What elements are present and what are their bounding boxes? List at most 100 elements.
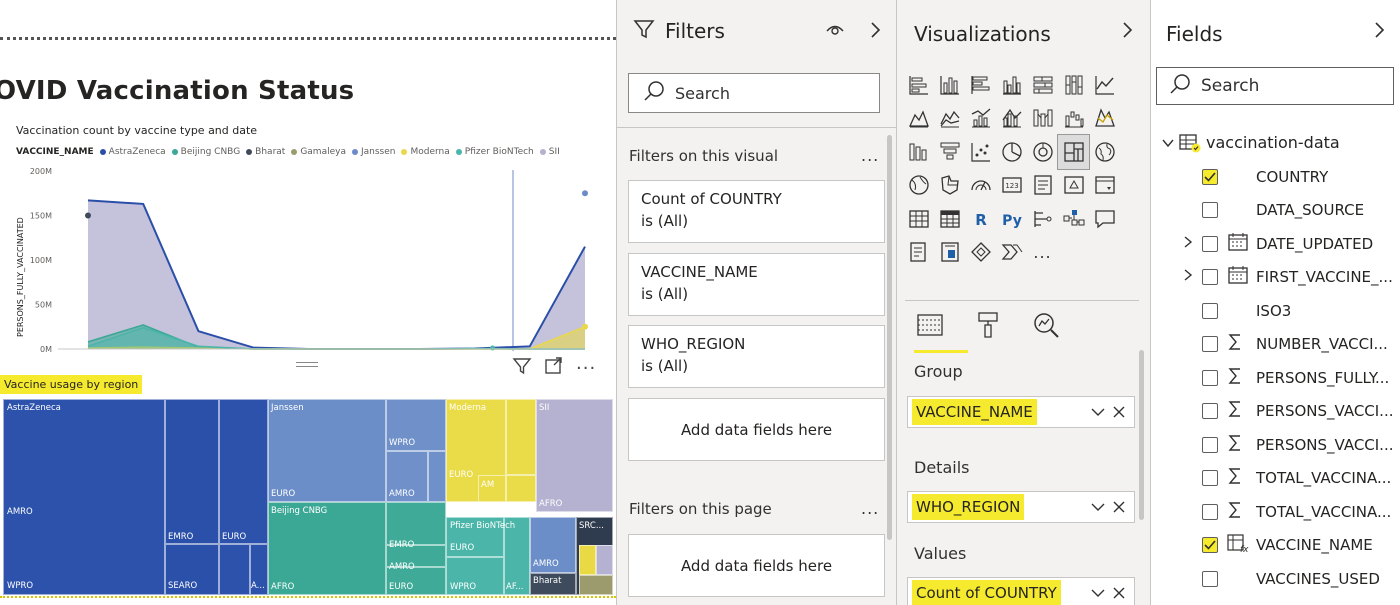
funnel-chart-icon-alt[interactable] (1089, 102, 1120, 136)
field-row[interactable]: PERSONS_VACCI... (1151, 428, 1400, 461)
treemap-tile[interactable] (386, 451, 428, 502)
legend-item[interactable]: SII (539, 147, 560, 157)
filter-card-who-region[interactable]: WHO_REGION is (All) (628, 325, 885, 388)
tab-fields[interactable] (915, 310, 945, 350)
field-checkbox[interactable] (1202, 470, 1218, 486)
report-canvas[interactable]: OVID Vaccination Status Vaccination coun… (0, 0, 616, 605)
treemap-tile[interactable] (219, 544, 250, 595)
field-checkbox[interactable] (1202, 403, 1218, 419)
more-options-button[interactable]: ... (861, 146, 880, 165)
more-options-button[interactable]: ... (861, 499, 880, 518)
treemap-tile[interactable] (579, 575, 613, 595)
add-data-fields-visual[interactable]: Add data fields here (628, 398, 885, 461)
stacked-area-chart-icon[interactable] (934, 102, 965, 136)
chevron-right-icon[interactable] (1373, 20, 1387, 44)
eye-icon[interactable] (825, 22, 845, 42)
clustered-bar-chart-icon[interactable] (965, 68, 996, 102)
pie-chart-icon[interactable] (996, 135, 1027, 169)
r-visual-icon[interactable]: R (965, 202, 996, 236)
treemap-tile[interactable] (386, 502, 446, 545)
legend-item[interactable]: Janssen (351, 147, 395, 157)
map-icon[interactable] (1089, 135, 1120, 169)
field-checkbox[interactable] (1202, 202, 1218, 218)
legend-item[interactable]: Pfizer BioNTech (455, 147, 534, 157)
treemap-tile[interactable] (530, 517, 576, 573)
slicer-icon[interactable] (1089, 169, 1120, 203)
field-checkbox[interactable] (1202, 369, 1218, 386)
stacked-bar-chart-icon[interactable] (903, 68, 934, 102)
field-row[interactable]: NUMBER_VACCI... (1151, 328, 1400, 361)
treemap-tile[interactable] (165, 399, 219, 544)
power-automate-icon[interactable] (996, 236, 1027, 270)
fields-search-input[interactable]: Search (1156, 67, 1394, 105)
legend-item[interactable]: AstraZeneca (99, 147, 166, 157)
field-row[interactable]: ISO3 (1151, 294, 1400, 327)
treemap-tile[interactable] (165, 544, 219, 595)
treemap-tile[interactable] (446, 557, 504, 595)
treemap-tile[interactable] (386, 399, 446, 451)
field-checkbox[interactable] (1202, 436, 1218, 453)
well-values[interactable]: Count of COUNTRY (907, 577, 1135, 605)
filter-card-vaccine-name[interactable]: VACCINE_NAME is (All) (628, 253, 885, 316)
treemap-tile[interactable] (478, 475, 506, 502)
chevron-right-icon[interactable] (869, 20, 883, 44)
filters-search-input[interactable]: Search (628, 73, 880, 113)
treemap-tile[interactable] (596, 545, 613, 575)
line-chart-icon[interactable] (1089, 68, 1120, 102)
legend-item[interactable]: Bharat (246, 147, 285, 157)
ribbon-chart-icon[interactable] (1027, 102, 1058, 136)
scrollbar[interactable] (887, 135, 892, 540)
scatter-chart-icon[interactable] (965, 135, 996, 169)
treemap-tile[interactable] (504, 517, 530, 595)
field-row[interactable]: fx VACCINE_NAME (1151, 529, 1400, 562)
add-data-fields-page[interactable]: Add data fields here (628, 534, 885, 597)
treemap-tile[interactable] (506, 475, 536, 502)
filled-map-icon[interactable] (934, 169, 965, 203)
more-visuals-button[interactable]: ... (1033, 242, 1052, 262)
field-row[interactable]: PERSONS_VACCI... (1151, 395, 1400, 428)
treemap-tile[interactable] (446, 517, 504, 557)
treemap-tile[interactable] (428, 451, 446, 502)
smart-narrative-icon[interactable] (903, 236, 934, 270)
field-checkbox[interactable] (1202, 235, 1218, 252)
field-row[interactable]: TOTAL_VACCINA... (1151, 495, 1400, 528)
funnel-icon[interactable] (934, 135, 965, 169)
treemap-tile[interactable] (386, 545, 446, 567)
close-icon[interactable] (1112, 585, 1126, 605)
globe-icon[interactable] (903, 169, 934, 203)
filter-icon[interactable] (512, 356, 532, 380)
treemap-tile-janssen[interactable] (268, 399, 386, 502)
treemap-tile[interactable] (386, 567, 446, 595)
card-icon[interactable]: 123 (996, 169, 1027, 203)
waterfall-chart-icon[interactable] (1058, 102, 1089, 136)
area-chart-icon[interactable] (903, 102, 934, 136)
field-checkbox[interactable] (1202, 570, 1218, 587)
area-chart[interactable]: 200M 150M 100M 50M 0M PERSONS_FULLY_VACCINATE… (0, 160, 600, 356)
line-and-stacked-column-chart-icon[interactable] (965, 102, 996, 136)
field-row[interactable]: VACCINES_USED (1151, 562, 1400, 595)
decomposition-tree-icon[interactable] (1058, 202, 1089, 236)
focus-mode-icon[interactable] (544, 356, 564, 380)
resize-handle[interactable] (296, 362, 318, 370)
chevron-right-icon[interactable] (1121, 20, 1135, 44)
field-checkbox[interactable] (1202, 537, 1218, 553)
close-icon[interactable] (1112, 499, 1126, 519)
field-checkbox[interactable] (1202, 503, 1218, 520)
treemap-tile-sii[interactable] (536, 399, 613, 512)
table-node-vaccination-data[interactable]: vaccination-data (1151, 129, 1400, 159)
chevron-down-icon[interactable] (1090, 585, 1106, 605)
field-row[interactable]: DATA_SOURCE (1151, 194, 1400, 227)
treemap[interactable]: AstraZeneca AMRO WPRO EMRO SEARO EURO A.… (3, 399, 613, 595)
legend-item[interactable]: Gamaleya (291, 147, 346, 157)
field-row[interactable]: FIRST_VACCINE_... (1151, 261, 1400, 294)
well-group[interactable]: VACCINE_NAME (907, 396, 1135, 428)
close-icon[interactable] (1112, 404, 1126, 424)
matrix-icon[interactable] (934, 202, 965, 236)
paginated-report-icon[interactable] (934, 236, 965, 270)
chevron-right-icon[interactable] (1183, 268, 1193, 286)
line-and-clustered-column-chart-icon[interactable] (996, 102, 1027, 136)
key-influencers-icon[interactable] (1027, 202, 1058, 236)
donut-chart-icon[interactable] (1027, 135, 1058, 169)
field-row[interactable]: COUNTRY (1151, 160, 1400, 193)
scrollbar[interactable] (1139, 350, 1144, 520)
